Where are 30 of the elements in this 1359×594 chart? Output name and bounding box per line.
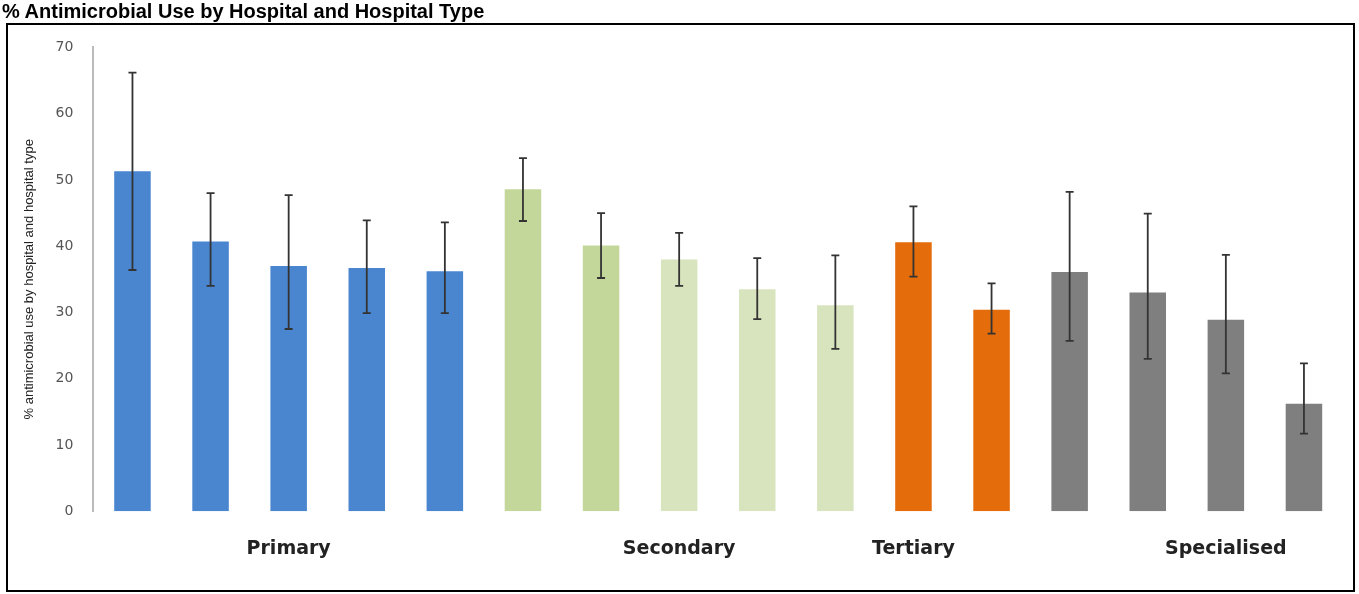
y-tick-label: 0 bbox=[64, 501, 74, 518]
bar bbox=[895, 242, 932, 512]
x-tick-label: Primary bbox=[246, 535, 332, 558]
bar bbox=[973, 309, 1010, 512]
bar bbox=[192, 241, 229, 512]
bar bbox=[817, 305, 854, 512]
y-tick-label: 10 bbox=[55, 435, 74, 452]
y-tick-label: 20 bbox=[55, 369, 74, 386]
bar bbox=[660, 259, 698, 512]
bar bbox=[504, 189, 542, 512]
bar bbox=[270, 266, 307, 512]
bar bbox=[348, 268, 386, 512]
y-tick-label: 60 bbox=[55, 104, 74, 121]
y-tick-label: 30 bbox=[55, 303, 74, 320]
chart-title: % Antimicrobial Use by Hospital and Hospital Type bbox=[2, 0, 485, 22]
bar bbox=[739, 289, 776, 512]
bar bbox=[1207, 319, 1245, 512]
x-tick-label: Secondary bbox=[622, 535, 737, 558]
bar bbox=[1285, 403, 1323, 512]
bar bbox=[1129, 292, 1167, 512]
y-axis-title: % antimicrobial use by hospital and hospital type bbox=[21, 139, 37, 420]
y-tick-label: 70 bbox=[55, 38, 74, 55]
bar bbox=[426, 271, 464, 512]
bar bbox=[1051, 272, 1088, 512]
x-tick-label: Specialised bbox=[1165, 535, 1287, 558]
bar bbox=[114, 171, 151, 512]
x-tick-label: Tertiary bbox=[872, 535, 956, 558]
y-tick-label: 50 bbox=[55, 170, 74, 187]
bar bbox=[582, 245, 620, 512]
y-tick-label: 40 bbox=[55, 236, 74, 253]
